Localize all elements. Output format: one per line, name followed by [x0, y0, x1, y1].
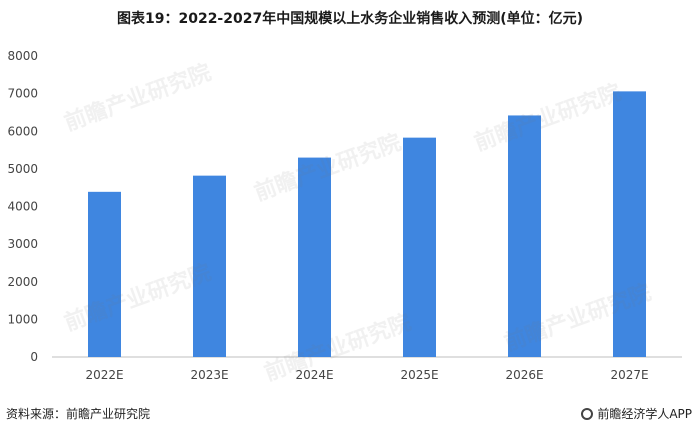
bar [613, 91, 646, 358]
brand-logo-icon [581, 407, 594, 420]
y-tick-label: 2000 [7, 275, 38, 289]
bar [508, 115, 541, 357]
brand-text: 前瞻经济学人APP [597, 407, 692, 421]
y-tick-label: 8000 [7, 49, 38, 63]
chart-title: 图表19：2022-2027年中国规模以上水务企业销售收入预测(单位：亿元) [116, 11, 584, 27]
bar [88, 191, 121, 357]
y-tick-label: 5000 [7, 162, 38, 176]
y-tick-label: 0 [30, 350, 38, 364]
bar [403, 137, 436, 357]
x-tick-label: 2023E [190, 368, 228, 382]
bar [298, 157, 331, 357]
y-tick-label: 4000 [7, 200, 38, 214]
x-tick-label: 2022E [85, 368, 123, 382]
x-tick-label: 2026E [505, 368, 543, 382]
y-tick-label: 6000 [7, 124, 38, 138]
x-tick-label: 2027E [610, 368, 648, 382]
bar [193, 175, 226, 357]
x-tick-label: 2024E [295, 368, 333, 382]
x-tick-label: 2025E [400, 368, 438, 382]
y-tick-label: 3000 [7, 237, 38, 251]
source-note: 资料来源：前瞻产业研究院 [6, 407, 151, 421]
y-tick-label: 1000 [7, 312, 38, 326]
brand-label: 前瞻经济学人APP [581, 405, 692, 422]
y-tick-label: 7000 [7, 87, 38, 101]
